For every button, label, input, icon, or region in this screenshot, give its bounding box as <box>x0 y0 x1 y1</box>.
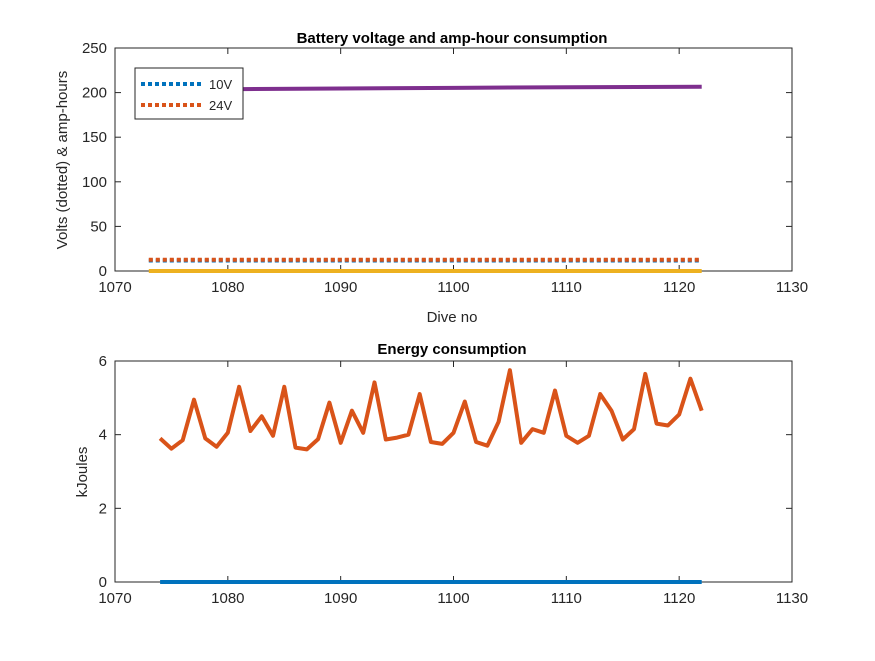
voltage-xtick-label: 1070 <box>98 279 131 296</box>
legend-label-24v: 24V <box>209 98 232 113</box>
energy-xtick-label: 1120 <box>663 590 695 607</box>
energy-chart: Energy consumption kJoules 1070 1080 1090 1… <box>74 341 808 607</box>
energy-ytick-label: 2 <box>99 500 107 517</box>
legend-label-10v: 10V <box>209 77 232 92</box>
energy-xtick-label: 1080 <box>211 590 244 607</box>
voltage-xtick-label: 1100 <box>437 279 469 296</box>
energy-xtick-label: 1100 <box>437 590 469 607</box>
energy-xtick-label: 1070 <box>98 590 131 607</box>
voltage-xtick-label: 1130 <box>776 279 808 296</box>
voltage-ytick-label: 150 <box>82 129 107 146</box>
energy-xtick-label: 1110 <box>551 590 582 607</box>
voltage-chart-ylabel: Volts (dotted) & amp-hours <box>54 71 71 249</box>
energy-chart-series <box>158 368 704 584</box>
voltage-ytick-label: 0 <box>99 263 107 280</box>
energy-chart-title: Energy consumption <box>377 341 526 358</box>
voltage-chart-title: Battery voltage and amp-hour consumption <box>297 30 608 47</box>
energy-xtick-label: 1130 <box>776 590 808 607</box>
legend-box <box>134 67 244 120</box>
voltage-chart: Battery voltage and amp-hour consumption… <box>54 30 808 326</box>
energy-ytick-label: 6 <box>99 353 107 370</box>
energy-chart-ylabel: kJoules <box>74 447 91 498</box>
voltage-ytick-label: 50 <box>90 218 107 235</box>
energy-series-line-1 <box>158 368 704 452</box>
voltage-xtick-label: 1080 <box>211 279 244 296</box>
voltage-xtick-label: 1090 <box>324 279 357 296</box>
energy-ytick-label: 4 <box>99 427 107 444</box>
voltage-ytick-label: 100 <box>82 174 107 191</box>
energy-chart-axes: 1070 1080 1090 1100 1110 1120 1130 0 2 4 6 <box>98 353 808 607</box>
energy-ytick-label: 0 <box>99 574 107 591</box>
voltage-xtick-label: 1120 <box>663 279 695 296</box>
voltage-xtick-label: 1110 <box>551 279 582 296</box>
energy-xtick-label: 1090 <box>324 590 357 607</box>
voltage-ytick-label: 200 <box>82 85 107 102</box>
energy-plot-box <box>114 360 793 583</box>
voltage-chart-legend: 10V 24V <box>134 67 244 120</box>
voltage-chart-xlabel: Dive no <box>427 309 478 326</box>
voltage-ytick-label: 250 <box>82 40 107 57</box>
